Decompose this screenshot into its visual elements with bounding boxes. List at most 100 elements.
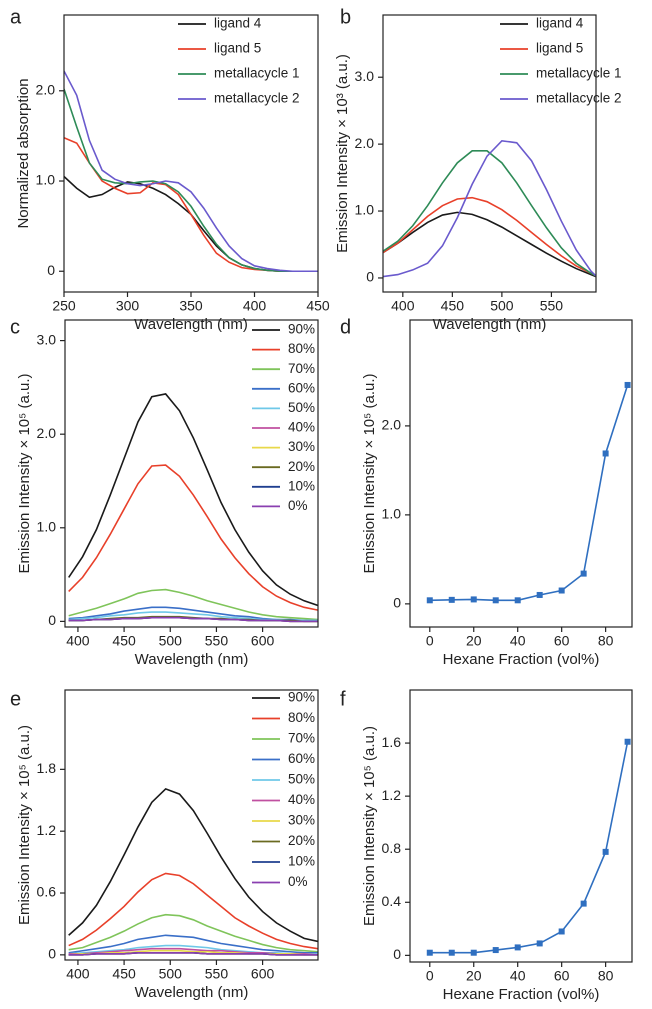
y-tick-label: 2.0 [36, 81, 56, 97]
y-tick-label: 2.0 [37, 425, 57, 441]
legend-label: metallacycle 2 [536, 91, 622, 106]
data-line [64, 175, 318, 273]
legend-label: 0% [288, 498, 308, 513]
data-line [64, 88, 318, 273]
x-tick-label: 60 [554, 633, 570, 649]
x-axis-label: Hexane Fraction (vol%) [443, 986, 600, 1003]
y-axis-label: Emission Intensity × 10⁵ (a.u.) [361, 726, 378, 926]
data-line [383, 196, 596, 277]
data-line [64, 70, 318, 273]
legend-label: metallacycle 2 [214, 91, 300, 106]
y-tick-label: 3.0 [37, 331, 57, 347]
data-point [514, 597, 521, 604]
x-tick-label: 600 [251, 633, 275, 649]
x-tick-label: 250 [52, 298, 76, 314]
data-line [429, 741, 629, 954]
y-tick-label: 0 [393, 946, 401, 962]
x-tick-label: 40 [510, 633, 526, 649]
y-axis-label: Emission Intensity × 10³ (a.u.) [334, 54, 351, 253]
legend-label: 90% [288, 322, 315, 337]
data-line [68, 393, 318, 607]
x-tick-label: 350 [179, 298, 203, 314]
data-point [624, 381, 631, 388]
plot-area [64, 70, 318, 273]
axes-frame [382, 14, 597, 293]
legend-label: 40% [288, 792, 315, 807]
x-tick-label: 20 [466, 633, 482, 649]
data-line [383, 211, 596, 278]
x-axis-label: Hexane Fraction (vol%) [443, 651, 600, 668]
data-line [68, 616, 318, 623]
plot-area [383, 139, 596, 278]
x-axis-label: Wavelength (nm) [135, 984, 249, 1001]
legend-label: ligand 5 [214, 41, 261, 56]
y-tick-label: 1.6 [382, 734, 402, 750]
x-tick-label: 400 [66, 966, 90, 982]
data-point [536, 591, 543, 598]
y-tick-label: 1.0 [355, 202, 375, 218]
legend-label: 80% [288, 341, 315, 356]
y-tick-label: 0 [48, 612, 56, 628]
legend-label: 10% [288, 478, 315, 493]
y-tick-label: 0 [47, 262, 55, 278]
y-tick-label: 0 [48, 946, 56, 962]
y-axis-label: Emission Intensity × 10⁵ (a.u.) [16, 725, 33, 925]
y-tick-label: 0.6 [37, 884, 57, 900]
data-line [383, 150, 596, 277]
y-axis-label: Normalized absorption [15, 78, 32, 228]
x-tick-label: 0 [426, 633, 434, 649]
legend-label: 20% [288, 833, 315, 848]
y-tick-label: 1.2 [37, 822, 57, 838]
y-tick-label: 3.0 [355, 68, 375, 84]
x-tick-label: 450 [112, 966, 136, 982]
panel-label: c [10, 316, 20, 338]
y-tick-label: 0 [366, 269, 374, 285]
x-tick-label: 400 [391, 298, 415, 314]
legend-label: 10% [288, 854, 315, 869]
data-line [64, 136, 318, 273]
legend-label: ligand 4 [214, 16, 262, 31]
y-tick-label: 1.0 [37, 518, 57, 534]
data-point [426, 597, 433, 604]
x-tick-label: 600 [251, 966, 275, 982]
data-line [68, 611, 318, 622]
data-point [448, 949, 455, 956]
y-tick-label: 2.0 [382, 417, 402, 433]
data-line [68, 951, 318, 956]
y-tick-label: 1.0 [382, 506, 402, 522]
y-tick-label: 0 [393, 595, 401, 611]
y-tick-label: 0.4 [382, 893, 402, 909]
x-tick-label: 20 [466, 968, 482, 984]
legend-label: ligand 5 [536, 41, 583, 56]
plot-area [68, 393, 318, 623]
axes-frame [64, 689, 319, 961]
data-point [426, 949, 433, 956]
plot-area [429, 741, 629, 954]
data-point [602, 848, 609, 855]
y-tick-label: 2.0 [355, 135, 375, 151]
axes-frame [409, 689, 633, 963]
x-tick-label: 60 [554, 968, 570, 984]
y-tick-label: 1.2 [382, 787, 402, 803]
axes-frame [63, 14, 319, 293]
data-line [68, 872, 318, 950]
legend-label: 70% [288, 731, 315, 746]
legend-label: metallacycle 1 [536, 66, 622, 81]
x-tick-label: 400 [243, 298, 267, 314]
data-line [429, 384, 629, 602]
data-point [580, 900, 587, 907]
legend-label: 50% [288, 400, 315, 415]
legend-label: ligand 4 [536, 16, 584, 31]
panel-label: f [340, 688, 346, 710]
x-tick-label: 500 [159, 966, 183, 982]
data-point [558, 928, 565, 935]
data-point [624, 738, 631, 745]
data-line [68, 944, 318, 955]
axes-frame [64, 319, 319, 628]
data-line [383, 139, 596, 278]
axes-frame [409, 319, 633, 628]
legend-label: 80% [288, 710, 315, 725]
x-tick-label: 500 [159, 633, 183, 649]
